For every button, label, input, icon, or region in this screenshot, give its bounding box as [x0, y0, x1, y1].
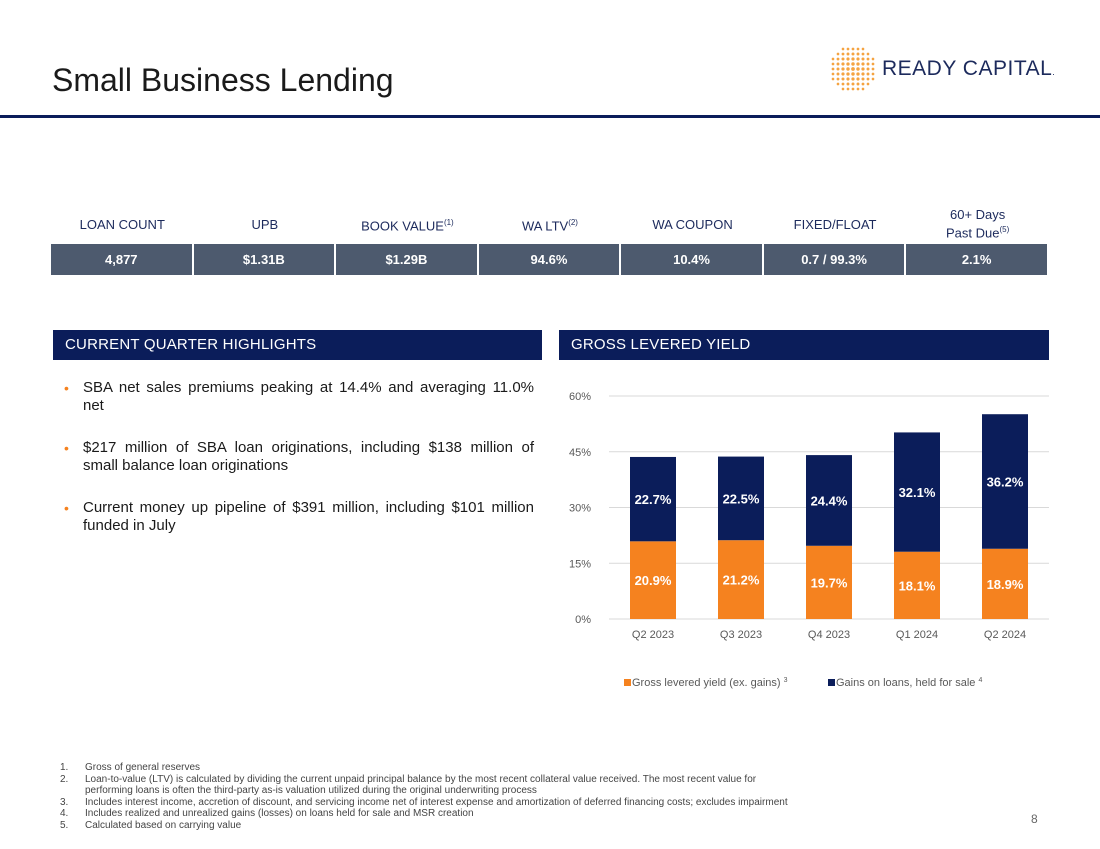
metric-header: WA LTV(2) — [521, 217, 578, 234]
highlights-header: CURRENT QUARTER HIGHLIGHTS — [53, 330, 542, 360]
footnote: 1. Gross of general reserves — [60, 762, 201, 773]
bar-segment — [718, 456, 764, 541]
footnote: 4. Includes realized and unrealized gains… — [60, 808, 474, 819]
footnotes: 1. Gross of general reserves 2. Loan-to-va… — [60, 762, 920, 831]
highlights-list: SBA net sales premiums peaking at 14.4% … — [64, 379, 534, 559]
data-label: 36.2% — [987, 474, 1024, 489]
page-title: Small Business Lending — [52, 62, 394, 98]
company-logo: READY CAPITAL. — [828, 44, 1068, 94]
bar-segment — [894, 551, 940, 619]
data-label: 22.5% — [723, 491, 760, 506]
legend-footnote-ref: 4 — [978, 677, 982, 684]
bar-segment — [982, 414, 1028, 549]
metric-header: BOOK VALUE(1) — [361, 217, 454, 234]
metric-value-wa-coupon: 10.4% — [621, 244, 762, 275]
footnote: 5. Calculated based on carrying value — [60, 819, 242, 831]
legend-swatch — [624, 679, 631, 686]
metrics-table: LOAN COUNT UPB BOOK VALUE(1) WA LTV(2) W… — [51, 204, 1049, 275]
legend-label: Gross levered yield (ex. gains) 3 — [632, 677, 788, 689]
metric-value-upb: $1.31B — [193, 244, 335, 275]
bar-segment — [894, 432, 940, 552]
metrics-value-row: 4,877 $1.31B $1.29B 94.6% 10.4% 0.7 / 99… — [51, 244, 1049, 275]
footnote: 3. Includes interest income, accretion of… — [60, 796, 788, 808]
bar-segment — [718, 540, 764, 619]
list-item: $217 million of SBA loan originations, i… — [64, 439, 534, 475]
list-item: SBA net sales premiums peaking at 14.4% … — [64, 379, 534, 415]
bar-segment — [630, 456, 676, 542]
page-number: 8 — [1031, 812, 1038, 826]
data-label: 24.4% — [811, 493, 848, 508]
metric-value-book-value: $1.29B — [336, 244, 477, 275]
footnote: performing loans is often the third-part… — [85, 785, 537, 796]
metrics-header-row: LOAN COUNT UPB BOOK VALUE(1) WA LTV(2) W… — [51, 204, 1049, 244]
metric-header: FIXED/FLOAT — [793, 216, 877, 232]
metric-value-loan-count: 4,877 — [51, 244, 192, 275]
x-tick-label: Q2 2023 — [632, 629, 674, 641]
data-label: 32.1% — [899, 485, 936, 500]
data-label: 19.7% — [811, 575, 848, 590]
dot-grid-logo-icon — [831, 47, 875, 91]
gross-levered-yield-chart: 0% 15% 30% 45% 60% 20.9% 22.7% Q2 2023 21.2% 22.5… — [569, 391, 1049, 689]
footnote: 2. Loan-to-value (LTV) is calculated by d… — [60, 773, 757, 785]
bar-segment — [982, 548, 1028, 619]
metric-value-past-due: 2.1% — [906, 244, 1047, 275]
yield-header: GROSS LEVERED YIELD — [559, 330, 1049, 360]
legend-swatch — [828, 679, 835, 686]
x-tick-label: Q2 2024 — [984, 629, 1026, 641]
bar-segment — [806, 455, 852, 546]
data-label: 18.1% — [899, 578, 936, 593]
title-divider — [0, 115, 1100, 118]
metric-value-fixed-float: 0.7 / 99.3% — [763, 244, 905, 275]
metric-value-wa-ltv: 94.6% — [478, 244, 620, 275]
metric-header: WA COUPON — [652, 216, 733, 232]
bar-segment — [806, 545, 852, 619]
x-tick-label: Q1 2024 — [896, 629, 938, 641]
legend-footnote-ref: 3 — [784, 677, 788, 684]
logo-trademark: . — [1052, 67, 1056, 77]
list-item: Current money up pipeline of $391 millio… — [64, 499, 534, 535]
data-label: 21.2% — [723, 573, 760, 588]
legend-label: Gains on loans, held for sale 4 — [836, 677, 982, 689]
y-tick-label: 60% — [569, 391, 591, 403]
logo-text: READY CAPITAL — [882, 57, 1053, 80]
x-tick-label: Q4 2023 — [808, 629, 850, 641]
y-tick-label: 30% — [569, 503, 591, 515]
metric-header: LOAN COUNT — [79, 216, 165, 232]
x-tick-label: Q3 2023 — [720, 629, 762, 641]
metric-header: UPB — [251, 216, 279, 232]
y-tick-label: 0% — [575, 614, 591, 626]
data-label: 20.9% — [635, 573, 672, 588]
data-label: 18.9% — [987, 577, 1024, 592]
y-tick-label: 15% — [569, 558, 591, 570]
data-label: 22.7% — [635, 492, 672, 507]
bar-segment — [630, 541, 676, 619]
metric-header: 60+ Days Past Due(5) — [946, 207, 1010, 241]
y-tick-label: 45% — [569, 447, 591, 459]
